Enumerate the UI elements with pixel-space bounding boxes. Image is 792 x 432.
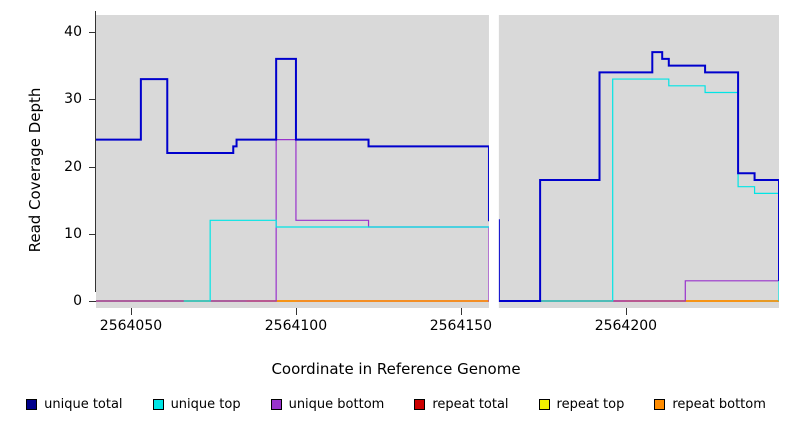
legend-item-repeat-bottom: repeat bottom (654, 398, 766, 411)
legend-label: unique total (44, 397, 123, 412)
y-tick-40 (89, 32, 96, 33)
x-tick-label-2564050: 2564050 (99, 318, 163, 334)
y-tick-0 (89, 301, 96, 302)
legend-swatch-icon-repeat-bottom (654, 399, 666, 410)
legend-item-unique-bottom: unique bottom (270, 397, 385, 412)
y-axis-label: Read Coverage Depth (26, 87, 44, 253)
y-tick-10 (89, 233, 96, 235)
x-tick-2564050 (130, 308, 132, 315)
legend-swatch-icon-repeat-total (414, 399, 426, 410)
x-tick-label-2564100: 2564100 (264, 318, 328, 334)
legend-label: repeat total (432, 397, 509, 412)
y-axis-line (95, 11, 96, 293)
legend-label: unique top (170, 397, 241, 412)
legend: unique total unique top unique bottom repea… (0, 398, 792, 411)
series-unique-top (183, 78, 779, 302)
x-tick-label-2564200: 2564200 (594, 318, 658, 334)
y-tick-label-10: 10 (64, 225, 82, 242)
legend-label: repeat top (556, 397, 625, 412)
x-axis-label: Coordinate in Reference Genome (271, 360, 521, 378)
x-tick-2564150 (460, 308, 462, 315)
y-tick-20 (89, 166, 96, 168)
y-tick-30 (89, 99, 96, 101)
legend-swatch-icon-repeat-top (538, 399, 550, 410)
legend-swatch-icon-unique-bottom (270, 399, 282, 410)
x-tick-2564100 (295, 308, 297, 315)
legend-item-unique-top: unique top (152, 397, 241, 412)
y-tick-label-20: 20 (64, 158, 82, 175)
legend-item-repeat-total: repeat total (414, 397, 509, 412)
legend-label: unique bottom (288, 397, 385, 412)
y-tick-label-30: 30 (64, 91, 82, 108)
legend-swatch-icon-unique-top (152, 399, 164, 410)
chart-svg (96, 15, 779, 308)
series-unique-total (96, 51, 779, 302)
x-tick-label-2564150: 2564150 (429, 318, 493, 334)
legend-item-repeat-top: repeat top (538, 397, 625, 412)
plot-area (96, 15, 779, 308)
legend-label: repeat bottom (672, 397, 766, 412)
legend-item-unique-total: unique total (26, 397, 123, 412)
y-tick-label-0: 0 (73, 293, 82, 309)
legend-swatch-icon-unique-total (26, 399, 38, 410)
data-gap-region (488, 15, 499, 308)
series-unique-bottom (96, 139, 779, 302)
y-tick-label-40: 40 (64, 24, 82, 40)
x-tick-2564200 (625, 308, 627, 315)
